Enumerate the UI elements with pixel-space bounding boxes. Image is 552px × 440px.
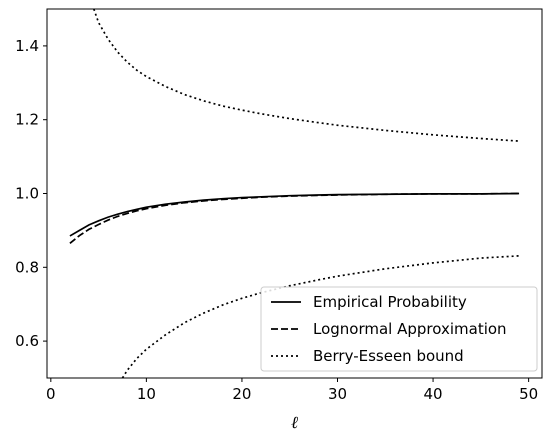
series-line-solid <box>69 192 520 237</box>
series-line-dotted-upper <box>93 9 520 142</box>
plot-area <box>69 9 520 378</box>
legend: Empirical Probability Lognormal Approxima… <box>260 286 538 372</box>
y-tick-label: 1.4 <box>15 37 39 55</box>
x-tick-label: 40 <box>424 385 443 403</box>
y-tick-label: 1.2 <box>15 111 39 129</box>
y-tick-label: 0.6 <box>15 332 39 350</box>
x-tick-label: 10 <box>137 385 156 403</box>
series-line-dashed <box>69 192 520 244</box>
legend-box <box>260 286 538 372</box>
legend-label: Lognormal Approximation <box>313 320 507 338</box>
plot-frame <box>46 8 543 379</box>
x-axis-label: ℓ <box>291 413 298 433</box>
legend-label: Empirical Probability <box>313 293 467 311</box>
y-tick-label: 0.8 <box>15 258 39 276</box>
series-line-dotted-lower <box>121 255 520 378</box>
axis-ticks: 0 10 20 30 40 50 0.6 0.8 1.0 1.2 1.4 <box>15 37 538 403</box>
legend-label: Berry-Esseen bound <box>313 347 464 365</box>
y-tick-label: 1.0 <box>15 185 39 203</box>
x-tick-label: 0 <box>46 385 56 403</box>
x-tick-label: 20 <box>232 385 251 403</box>
x-tick-label: 50 <box>519 385 538 403</box>
x-tick-label: 30 <box>328 385 347 403</box>
